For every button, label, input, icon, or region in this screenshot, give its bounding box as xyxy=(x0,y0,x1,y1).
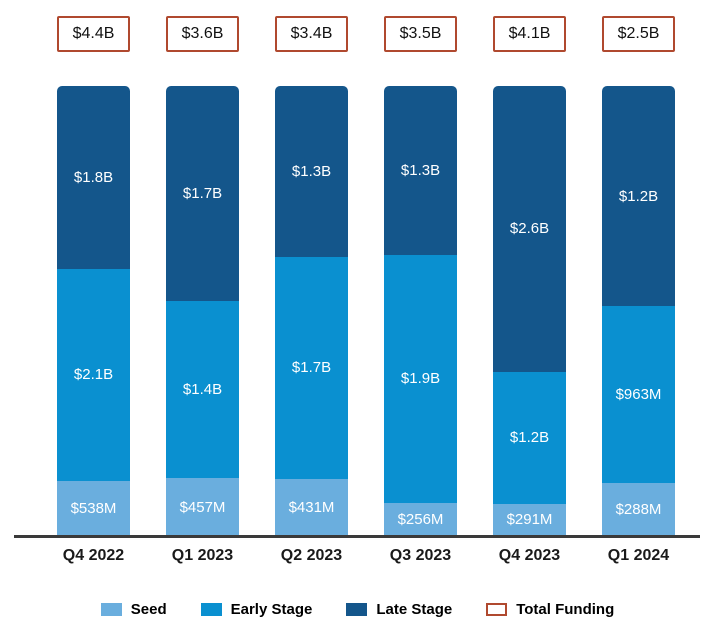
late-stage-segment: $1.3B xyxy=(384,86,457,256)
total-funding-box: $3.6B xyxy=(166,16,239,52)
late-stage-segment-value-label: $1.3B xyxy=(291,162,332,180)
seed-segment-value-label: $538M xyxy=(70,500,117,518)
seed-segment: $256M xyxy=(384,502,457,536)
seed-segment: $431M xyxy=(275,479,348,536)
seed-segment: $291M xyxy=(493,503,566,536)
seed-segment-value-label: $457M xyxy=(179,498,226,516)
seed-segment: $288M xyxy=(602,483,675,536)
late-stage-segment-value-label: $1.7B xyxy=(182,185,223,203)
total-funding-box-swatch xyxy=(486,603,508,616)
early-stage-segment: $963M xyxy=(602,306,675,484)
chart-legend: Seed Early Stage Late Stage Total Fundin… xyxy=(0,601,715,618)
early-stage-color-swatch xyxy=(200,603,222,616)
legend-item-late-stage: Late Stage xyxy=(346,601,452,618)
seed-segment-value-label: $288M xyxy=(615,501,662,519)
late-stage-segment: $1.3B xyxy=(275,86,348,257)
legend-item-seed: Seed xyxy=(100,601,167,618)
legend-label-seed: Seed xyxy=(130,601,167,618)
legend-item-total-funding: Total Funding xyxy=(486,601,614,618)
early-stage-segment: $1.7B xyxy=(275,256,348,480)
late-stage-segment-value-label: $2.6B xyxy=(509,220,550,238)
seed-segment: $457M xyxy=(166,478,239,536)
seed-color-swatch xyxy=(100,603,122,616)
legend-item-early-stage: Early Stage xyxy=(200,601,313,618)
early-stage-segment: $1.4B xyxy=(166,301,239,479)
x-axis-tick-label: Q3 2023 xyxy=(389,547,452,564)
early-stage-segment: $2.1B xyxy=(57,268,130,482)
stacked-bar: $1.3B $1.9B $256M xyxy=(384,86,457,536)
late-stage-segment: $2.6B xyxy=(493,86,566,372)
early-stage-segment-value-label: $963M xyxy=(615,386,662,404)
stacked-bar: $1.8B $2.1B $538M xyxy=(57,86,130,536)
stacked-bar: $2.6B $1.2B $291M xyxy=(493,86,566,536)
legend-label-late-stage: Late Stage xyxy=(376,601,453,618)
late-stage-segment: $1.7B xyxy=(166,86,239,302)
total-funding-box: $3.5B xyxy=(384,16,457,52)
early-stage-segment-value-label: $1.4B xyxy=(182,381,223,399)
late-stage-segment-value-label: $1.3B xyxy=(400,162,441,180)
legend-label-early-stage: Early Stage xyxy=(230,601,313,618)
stacked-bar: $1.2B $963M $288M xyxy=(602,86,675,536)
late-stage-segment: $1.2B xyxy=(602,86,675,307)
x-axis-labels: Q4 2022 Q1 2023 Q2 2023 Q3 2023 Q4 2023 Q1 20… xyxy=(57,547,675,565)
early-stage-segment: $1.9B xyxy=(384,255,457,503)
total-funding-box: $2.5B xyxy=(602,16,675,52)
early-stage-segment-value-label: $1.2B xyxy=(509,429,550,447)
late-stage-segment-value-label: $1.8B xyxy=(73,168,114,186)
total-funding-row: $4.4B $3.6B $3.4B $3.5B $4.1B $2.5B xyxy=(57,16,675,52)
x-axis-tick-label: Q2 2023 xyxy=(280,547,343,564)
x-axis-tick-label: Q4 2022 xyxy=(62,547,125,564)
seed-segment-value-label: $431M xyxy=(288,499,335,517)
total-funding-box: $4.1B xyxy=(493,16,566,52)
total-funding-box: $3.4B xyxy=(275,16,348,52)
x-axis-tick-label: Q4 2023 xyxy=(498,547,561,564)
x-axis-line xyxy=(14,535,700,538)
x-axis-tick-label: Q1 2024 xyxy=(607,547,670,564)
x-axis-tick-label: Q1 2023 xyxy=(171,547,234,564)
bars-plot-area: $1.8B $2.1B $538M $1.7B $1.4B $457M $1.3B $1.7B… xyxy=(57,86,675,536)
late-stage-color-swatch xyxy=(346,603,368,616)
early-stage-segment-value-label: $2.1B xyxy=(73,366,114,384)
seed-segment: $538M xyxy=(57,481,130,536)
early-stage-segment-value-label: $1.7B xyxy=(291,359,332,377)
stacked-bar: $1.7B $1.4B $457M xyxy=(166,86,239,536)
stacked-bar: $1.3B $1.7B $431M xyxy=(275,86,348,536)
late-stage-segment: $1.8B xyxy=(57,86,130,269)
total-funding-box: $4.4B xyxy=(57,16,130,52)
late-stage-segment-value-label: $1.2B xyxy=(618,187,659,205)
legend-label-total-funding: Total Funding xyxy=(516,601,615,618)
seed-segment-value-label: $291M xyxy=(506,511,553,529)
early-stage-segment: $1.2B xyxy=(493,371,566,504)
early-stage-segment-value-label: $1.9B xyxy=(400,370,441,388)
seed-segment-value-label: $256M xyxy=(397,510,444,528)
